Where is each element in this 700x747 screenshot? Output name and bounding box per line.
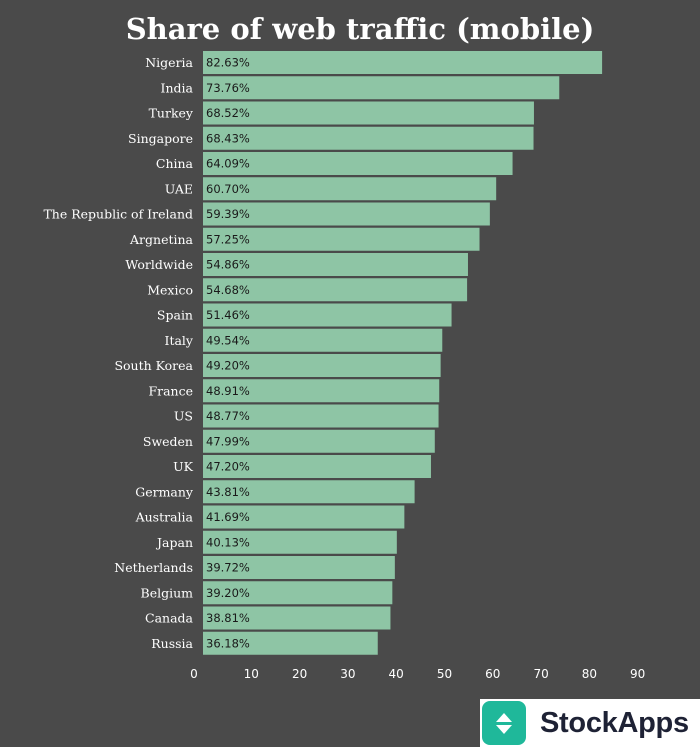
category-label: India (161, 80, 194, 95)
bar-argnetina (203, 227, 480, 251)
category-label: Singapore (128, 131, 193, 146)
bar-turkey (203, 101, 534, 125)
bar-value-label: 82.63% (206, 56, 250, 70)
x-tick-label: 60 (485, 667, 500, 681)
bar-value-label: 38.81% (206, 611, 250, 625)
x-tick-label: 30 (340, 667, 355, 681)
stockapps-brand: StockApps (480, 699, 700, 747)
x-tick-label: 20 (292, 667, 307, 681)
category-label: Spain (157, 308, 193, 323)
bar-value-label: 48.77% (206, 409, 250, 423)
category-label: Sweden (143, 434, 193, 449)
bar-belgium (203, 581, 393, 605)
x-axis: 0 10 20 30 40 50 60 70 80 90 (190, 667, 645, 681)
x-tick-label: 40 (389, 667, 404, 681)
category-label: Mexico (147, 282, 193, 297)
bar-australia (203, 505, 405, 529)
category-label: The Republic of Ireland (43, 207, 193, 222)
bar-value-label: 41.69% (206, 510, 250, 524)
category-label: France (148, 383, 193, 398)
bar-value-label: 68.43% (206, 131, 250, 145)
category-label: Russia (151, 636, 193, 651)
bar-worldwide (203, 253, 468, 276)
bar-value-label: 48.91% (206, 384, 250, 398)
bar-singapore (203, 126, 534, 150)
bar-nigeria (203, 51, 603, 74)
bar-india (203, 76, 560, 100)
bar-value-label: 47.99% (206, 434, 250, 448)
x-tick-label: 90 (630, 667, 645, 681)
category-label: UK (173, 459, 194, 474)
x-tick-label: 80 (582, 667, 597, 681)
bar-china (203, 152, 513, 175)
bar-value-label: 40.13% (206, 535, 250, 549)
brand-name: StockApps (540, 706, 689, 739)
category-label: Australia (135, 510, 194, 525)
bar-value-label: 68.52% (206, 106, 250, 120)
category-label: Japan (155, 535, 193, 550)
bar-value-label: 54.68% (206, 283, 250, 297)
x-tick-label: 10 (244, 667, 259, 681)
x-tick-label: 70 (533, 667, 548, 681)
bar-value-label: 39.72% (206, 561, 250, 575)
chart-title: Share of web traffic (mobile) (126, 12, 595, 46)
bar-value-label: 60.70% (206, 182, 250, 196)
category-label: Turkey (149, 106, 194, 121)
bar-russia (203, 631, 378, 655)
bar-value-label: 49.20% (206, 359, 250, 373)
category-label: South Korea (114, 358, 193, 373)
bar-italy (203, 328, 443, 352)
bar-value-label: 43.81% (206, 485, 250, 499)
category-label: Netherlands (114, 560, 193, 575)
bar-netherlands (203, 556, 395, 579)
bar-value-label: 59.39% (206, 207, 250, 221)
category-label: Worldwide (125, 257, 193, 272)
category-label: China (156, 156, 194, 171)
bar-value-label: 64.09% (206, 157, 250, 171)
bar-value-label: 49.54% (206, 333, 250, 347)
bar-value-label: 39.20% (206, 586, 250, 600)
bar-france (203, 379, 440, 403)
category-label: Nigeria (145, 55, 193, 70)
bar-mexico (203, 278, 468, 302)
category-label: Canada (145, 611, 194, 626)
bar-value-label: 51.46% (206, 308, 250, 322)
bar-value-label: 57.25% (206, 232, 250, 246)
up-down-arrows-icon (482, 701, 526, 745)
bar-value-label: 36.18% (206, 636, 250, 650)
bar-japan (203, 530, 397, 554)
x-tick-label: 50 (437, 667, 452, 681)
category-label: Germany (135, 484, 194, 499)
bar-value-label: 47.20% (206, 460, 250, 474)
bar-south-korea (203, 354, 441, 377)
bar-germany (203, 480, 415, 504)
bar-us (203, 404, 439, 428)
category-label: Italy (165, 333, 194, 348)
bars-layer: Nigeria 82.63% India 73.76% Turkey 68.52% Sing… (43, 51, 603, 655)
bar-value-label: 73.76% (206, 81, 250, 95)
bar-spain (203, 303, 452, 327)
category-label: UAE (165, 181, 193, 196)
bar-uae (203, 177, 497, 201)
bar-sweden (203, 429, 435, 453)
category-label: Argnetina (129, 232, 194, 247)
category-label: US (174, 409, 193, 424)
bar-uk (203, 455, 431, 478)
bar-canada (203, 606, 391, 630)
bar-value-label: 54.86% (206, 258, 250, 272)
bar-the-republic-of-ireland (203, 202, 490, 226)
category-label: Belgium (141, 585, 194, 600)
x-tick-label: 0 (190, 667, 198, 681)
